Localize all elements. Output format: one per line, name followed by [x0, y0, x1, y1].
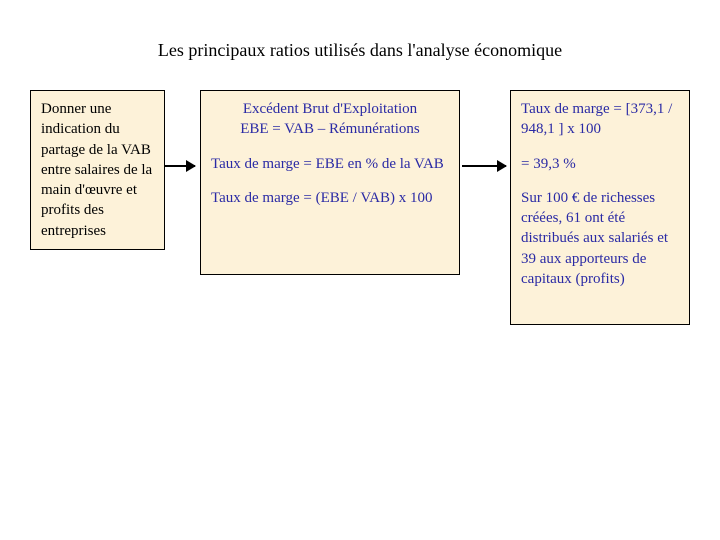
- left-box-text: Donner une indication du partage de la V…: [41, 101, 152, 239]
- mid-line3: Taux de marge = EBE en % de la VAB: [211, 154, 449, 174]
- info-box-left: Donner une indication du partage de la V…: [30, 90, 165, 250]
- page-title: Les principaux ratios utilisés dans l'an…: [0, 40, 720, 61]
- mid-line4: Taux de marge = (EBE / VAB) x 100: [211, 188, 449, 208]
- mid-box-heading: Excédent Brut d'Exploitation EBE = VAB –…: [211, 99, 449, 140]
- info-box-middle: Excédent Brut d'Exploitation EBE = VAB –…: [200, 90, 460, 275]
- mid-line1: Excédent Brut d'Exploitation: [243, 101, 417, 117]
- info-box-right: Taux de marge = [373,1 / 948,1 ] x 100 =…: [510, 90, 690, 325]
- arrow-left-to-mid: [165, 165, 195, 167]
- arrow-mid-to-right: [462, 165, 506, 167]
- mid-line2: EBE = VAB – Rémunérations: [240, 121, 420, 137]
- right-line2: = 39,3 %: [521, 154, 679, 174]
- right-line1: Taux de marge = [373,1 / 948,1 ] x 100: [521, 99, 679, 140]
- right-line3: Sur 100 € de richesses créées, 61 ont ét…: [521, 188, 679, 289]
- mid-box-body: Taux de marge = EBE en % de la VAB Taux …: [211, 154, 449, 209]
